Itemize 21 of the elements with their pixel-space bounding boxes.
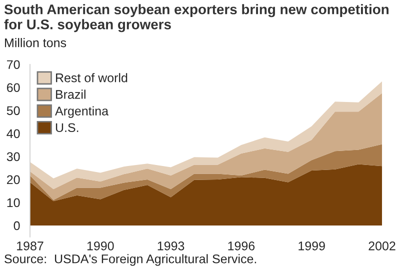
x-tick-label: 1999 <box>298 242 325 250</box>
legend-label: U.S. <box>56 123 78 132</box>
y-tick-label: 50 <box>6 106 20 116</box>
y-tick-label: 70 <box>7 60 20 70</box>
legend-label: Rest of world <box>56 73 128 82</box>
x-tick-label: 1993 <box>158 242 184 250</box>
source-note: Source: USDA's Foreign Agricultural Service. <box>4 254 256 266</box>
y-tick-label: 0 <box>14 221 20 230</box>
x-tick-label: 1987 <box>17 242 44 250</box>
chart-title: South American soybean exporters bring new competition for U.S. soybean growers <box>4 4 388 32</box>
y-tick-label: 40 <box>6 129 20 138</box>
y-axis-title: Million tons <box>5 38 66 48</box>
x-tick-label: 1996 <box>228 242 255 250</box>
legend-label: Brazil <box>56 90 86 99</box>
y-tick-label: 10 <box>7 198 20 208</box>
y-tick-label: 30 <box>6 152 20 162</box>
x-tick-label: 1990 <box>87 242 114 250</box>
x-tick-label: 2002 <box>368 242 396 250</box>
y-tick-label: 60 <box>7 83 20 92</box>
y-tick-label: 20 <box>7 175 20 184</box>
legend-label: Argentina <box>55 106 109 118</box>
